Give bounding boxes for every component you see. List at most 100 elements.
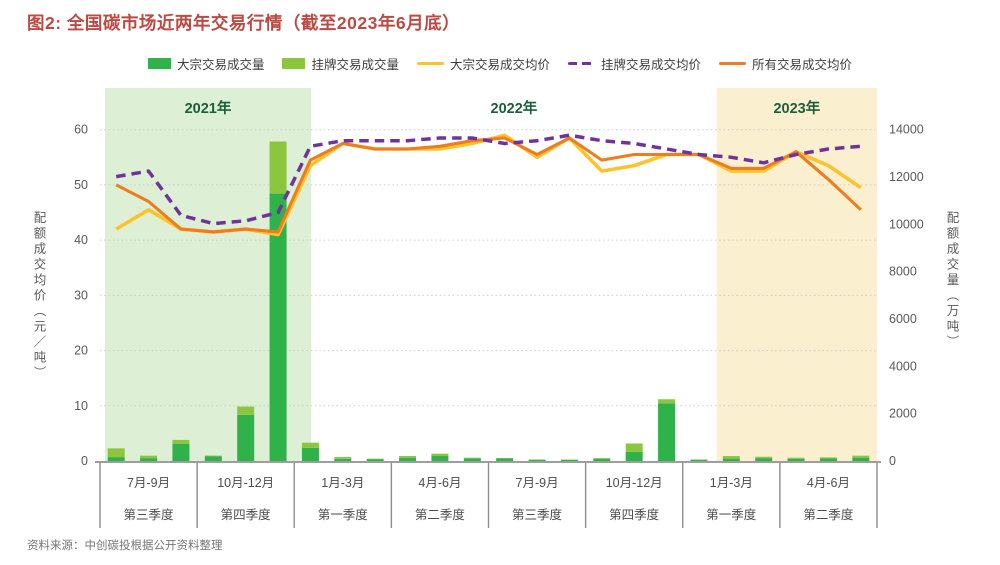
listed-volume-bar-segment bbox=[463, 457, 481, 459]
year-band bbox=[716, 88, 877, 461]
listed-volume-bar-segment bbox=[237, 406, 255, 415]
legend-item-bulk-price: 大宗交易成交均价 bbox=[416, 54, 550, 73]
x-group-months-label: 1月-3月 bbox=[710, 476, 753, 490]
listed-volume-bar-segment bbox=[593, 458, 611, 459]
line-swatch-icon bbox=[416, 61, 444, 66]
listed-volume-bar-segment bbox=[399, 456, 417, 459]
left-tick-label: 40 bbox=[74, 233, 88, 247]
x-group-quarter-label: 第二季度 bbox=[415, 507, 466, 522]
x-group-quarter-label: 第四季度 bbox=[221, 507, 272, 522]
right-tick-label: 2000 bbox=[889, 407, 917, 421]
left-tick-label: 0 bbox=[81, 454, 88, 468]
bulk-volume-bar-segment bbox=[755, 458, 773, 461]
year-label: 2022年 bbox=[491, 99, 538, 117]
x-group-months-label: 7月-9月 bbox=[127, 476, 170, 490]
legend-item-all-price: 所有交易成交均价 bbox=[719, 54, 852, 73]
listed-volume-bar-segment bbox=[140, 455, 158, 459]
left-tick-label: 30 bbox=[74, 288, 88, 302]
x-group-months-label: 1月-3月 bbox=[321, 476, 364, 490]
listed-volume-bar-segment bbox=[172, 439, 190, 444]
chart-legend: 大宗交易成交量 挂牌交易成交量 大宗交易成交均价 挂牌交易成交均价 所有交易成交… bbox=[0, 54, 1000, 73]
bulk-volume-bar-segment bbox=[528, 459, 546, 461]
legend-label: 大宗交易成交量 bbox=[176, 58, 265, 72]
x-group-quarter-label: 第三季度 bbox=[512, 507, 563, 522]
left-axis-title-char: ︶ bbox=[34, 366, 47, 380]
bulk-volume-bar-segment bbox=[204, 456, 222, 461]
x-group-months-label: 4月-6月 bbox=[418, 476, 461, 490]
legend-item-listed-volume: 挂牌交易成交量 bbox=[282, 54, 399, 73]
listed-volume-bar-segment bbox=[431, 453, 449, 457]
listed-volume-bar-segment bbox=[755, 456, 773, 459]
bulk-volume-bar-segment bbox=[366, 459, 384, 461]
volume-bars bbox=[107, 141, 870, 461]
bulk-volume-bar-segment bbox=[593, 458, 611, 461]
listed-volume-bar-segment bbox=[658, 399, 676, 404]
bulk-volume-bar-segment bbox=[819, 458, 837, 461]
listed-volume-bar-segment bbox=[107, 448, 125, 458]
left-axis-title-char: 成 bbox=[34, 242, 47, 256]
legend-label: 挂牌交易成交量 bbox=[311, 58, 399, 72]
x-group-months-label: 10月-12月 bbox=[217, 476, 274, 490]
left-axis-title-char: 吨 bbox=[34, 351, 47, 365]
source-note: 资料来源：中创碳投根据公开资料整理 bbox=[27, 540, 223, 552]
right-axis-title-char: 配 bbox=[947, 211, 960, 225]
year-label: 2023年 bbox=[773, 99, 820, 117]
right-tick-label: 12000 bbox=[889, 170, 924, 184]
line-swatch-icon bbox=[719, 61, 747, 66]
right-axis-title-char: ︵ bbox=[947, 289, 960, 303]
left-axis-title-char: 均 bbox=[34, 273, 47, 287]
x-group-quarter-label: 第一季度 bbox=[706, 507, 757, 522]
legend-label: 大宗交易成交均价 bbox=[449, 58, 550, 72]
listed-volume-bar-segment bbox=[301, 442, 319, 448]
listed-volume-bar-segment bbox=[269, 141, 287, 194]
year-label: 2021年 bbox=[185, 99, 232, 117]
right-axis-title-char: 吨 bbox=[947, 320, 960, 334]
left-axis-title-char: ︵ bbox=[34, 304, 47, 318]
bulk-volume-bar-segment bbox=[722, 458, 740, 461]
bulk-volume-bar-segment bbox=[690, 459, 708, 461]
figure-title: 图2: 全国碳市场近两年交易行情（截至2023年6月底） bbox=[27, 13, 461, 33]
right-tick-label: 0 bbox=[889, 454, 896, 468]
bulk-volume-bar-segment bbox=[107, 457, 125, 461]
bulk-volume-bar-segment bbox=[560, 459, 578, 461]
bulk-volume-bar-segment bbox=[625, 451, 643, 461]
left-axis-title-char: 额 bbox=[34, 227, 47, 241]
legend-item-bulk-volume: 大宗交易成交量 bbox=[147, 54, 265, 73]
listed-volume-bar-segment bbox=[819, 457, 837, 459]
bulk-volume-bar-segment bbox=[334, 458, 352, 461]
listed-volume-bar-segment bbox=[852, 455, 870, 458]
x-group-quarter-label: 第二季度 bbox=[803, 507, 854, 522]
left-tick-label: 10 bbox=[74, 399, 88, 413]
bulk-volume-bar-segment bbox=[496, 458, 514, 461]
listed-price-line bbox=[115, 133, 861, 226]
left-tick-label: 50 bbox=[74, 178, 88, 192]
legend-label: 挂牌交易成交均价 bbox=[601, 58, 702, 72]
listed-volume-bar-segment bbox=[625, 443, 643, 452]
bulk-volume-bar-segment bbox=[463, 458, 481, 461]
bulk-volume-bar-segment bbox=[787, 458, 805, 461]
bulk-volume-bar-segment bbox=[140, 458, 158, 461]
legend-label: 所有交易成交均价 bbox=[752, 58, 853, 72]
right-axis-title-char: ︶ bbox=[947, 335, 960, 349]
listed-volume-bar-segment bbox=[787, 457, 805, 459]
x-group-months-label: 7月-9月 bbox=[516, 476, 559, 490]
bulk-volume-bar-segment bbox=[431, 456, 449, 461]
left-tick-label: 20 bbox=[74, 344, 88, 358]
bar-swatch-icon bbox=[282, 58, 306, 69]
bar-swatch-icon bbox=[147, 58, 171, 69]
right-axis-title-char: 交 bbox=[947, 257, 960, 272]
dashed-line-swatch-icon bbox=[568, 61, 595, 66]
listed-volume-bar-segment bbox=[334, 456, 352, 459]
bulk-volume-bar-segment bbox=[658, 403, 676, 461]
bulk-volume-bar-segment bbox=[172, 443, 190, 461]
price-lines bbox=[115, 133, 862, 237]
bulk-volume-bar-segment bbox=[269, 193, 287, 461]
x-group-months-label: 4月-6月 bbox=[807, 476, 850, 490]
right-tick-label: 10000 bbox=[889, 217, 924, 231]
right-tick-label: 8000 bbox=[889, 265, 917, 279]
